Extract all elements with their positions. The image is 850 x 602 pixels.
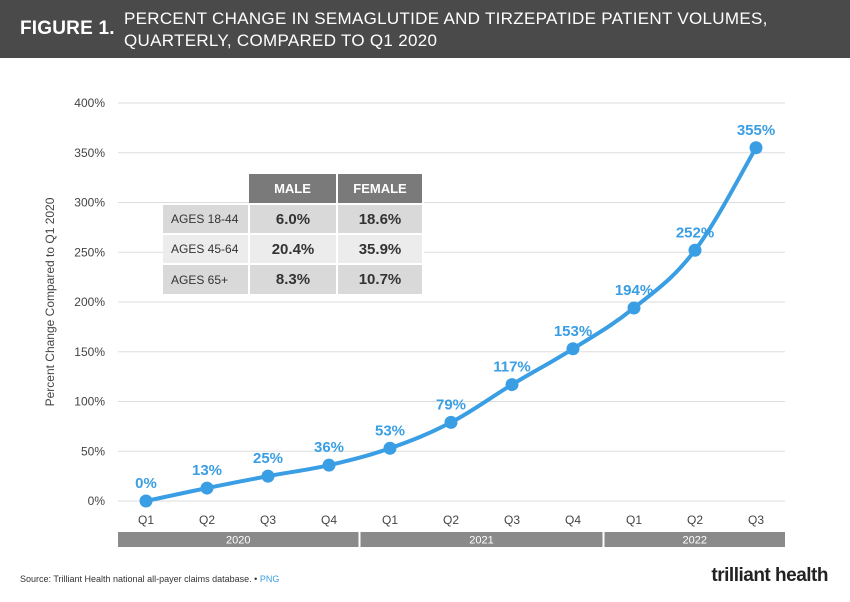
source-text: Source: Trilliant Health national all-pa… [20,574,252,584]
data-point [200,481,214,495]
table-row-label: AGES 18-44 [163,203,250,234]
y-tick-label: 150% [74,345,105,359]
x-tick-label: Q4 [565,513,581,527]
table-header-female: FEMALE [337,174,424,204]
table-row-label: AGES 45-64 [163,233,250,264]
table-cell-male: 20.4% [249,233,338,264]
y-tick-label: 350% [74,146,105,160]
data-point [688,243,702,257]
line-chart: 0% 50% 100% 150% 200% 250% 300% 350% 400% Percent… [43,96,785,547]
x-tick-label: Q1 [138,513,154,527]
data-label: 355% [737,122,775,139]
y-tick-label: 200% [74,295,105,309]
x-tick-label: Q2 [687,513,703,527]
figure-title-line-1: PERCENT CHANGE IN SEMAGLUTIDE AND TIRZEP… [124,9,768,28]
x-tick-label: Q1 [626,513,642,527]
data-point [566,342,580,356]
table-row: AGES 45-64 20.4% 35.9% [163,233,424,264]
data-point [444,415,458,429]
data-label: 36% [314,439,344,456]
data-point [383,441,397,455]
table-cell-female: 35.9% [337,233,424,264]
data-point [749,141,763,155]
data-label: 194% [615,282,653,299]
table-cell-female: 10.7% [337,263,424,294]
data-label: 13% [192,462,222,479]
table-row: AGES 65+ 8.3% 10.7% [163,263,424,294]
data-label: 79% [436,396,466,413]
x-tick-label: Q3 [260,513,276,527]
table-cell-male: 6.0% [249,203,338,234]
data-label: 25% [253,450,283,467]
table-row: AGES 18-44 6.0% 18.6% [163,203,424,234]
png-link[interactable]: PNG [259,574,280,584]
source-separator: • [254,574,258,584]
data-label: 0% [135,475,157,492]
x-tick-label: Q2 [443,513,459,527]
data-label: 53% [375,422,405,439]
year-band-label: 2021 [469,535,493,547]
figure-label: FIGURE 1. [20,18,115,39]
year-band-label: 2020 [226,535,250,547]
year-band [604,532,785,547]
y-tick-label: 250% [74,245,105,259]
y-tick-label: 50% [81,444,105,458]
data-label: 153% [554,323,592,340]
year-band [118,532,359,547]
figure-title-line-2: QUARTERLY, COMPARED TO Q1 2020 [124,31,438,50]
table-corner-cell [163,174,249,204]
x-tick-label: Q1 [382,513,398,527]
sex-age-breakdown-table: MALE FEMALE AGES 18-44 6.0% 18.6% AGES 4… [163,174,424,294]
year-band [360,532,603,547]
y-tick-label: 300% [74,196,105,210]
table-header-row: MALE FEMALE [163,174,424,204]
x-tick-label: Q2 [199,513,215,527]
figure-title: PERCENT CHANGE IN SEMAGLUTIDE AND TIRZEP… [124,8,834,52]
year-band-label: 2022 [683,535,707,547]
data-point [322,458,336,472]
series-line [144,145,758,503]
table-row-label: AGES 65+ [163,263,250,294]
y-tick-label: 400% [74,96,105,110]
table-cell-female: 18.6% [337,203,424,234]
y-tick-label: 100% [74,395,105,409]
y-axis-title: Percent Change Compared to Q1 2020 [43,197,57,406]
data-label: 117% [493,359,531,376]
x-tick-label: Q3 [504,513,520,527]
source-note: Source: Trilliant Health national all-pa… [20,574,279,584]
y-tick-label: 0% [88,494,106,508]
data-point [627,301,641,315]
table-header-male: MALE [249,174,338,204]
data-point [139,494,153,508]
x-tick-label: Q4 [321,513,337,527]
x-tick-label: Q3 [748,513,764,527]
table-cell-male: 8.3% [249,263,338,294]
data-label: 252% [676,224,714,241]
data-point [261,469,275,483]
data-point [505,378,519,392]
figure-header: FIGURE 1. PERCENT CHANGE IN SEMAGLUTIDE … [0,0,850,58]
trilliant-health-logo: trilliant health [711,565,828,586]
